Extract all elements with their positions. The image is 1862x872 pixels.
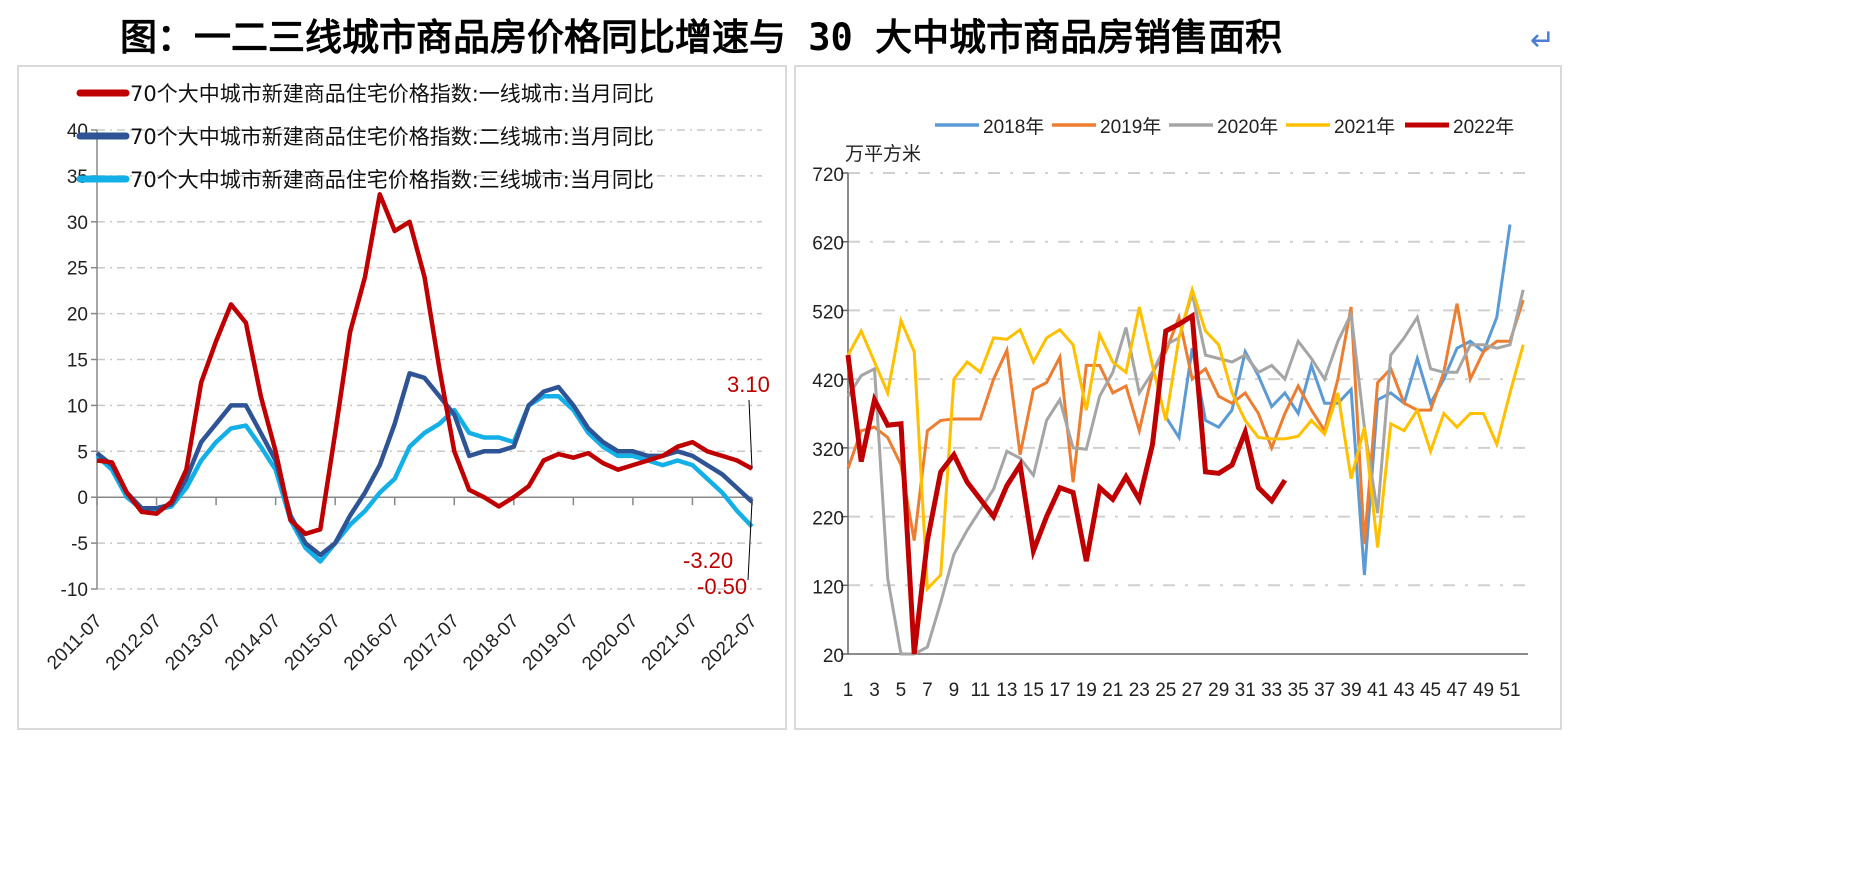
x-tick-label: 13: [996, 680, 1017, 701]
x-tick-label: 9: [949, 680, 960, 701]
annotation-tier2-value: -0.50: [697, 574, 747, 599]
x-tick-label: 5: [896, 680, 907, 701]
x-tick-label: 15: [1023, 680, 1044, 701]
legend-label-y2021: 2021年: [1334, 116, 1395, 138]
legend-label-y2022: 2022年: [1453, 116, 1514, 138]
y-tick-label: 5: [77, 442, 88, 463]
x-tick-label: 11: [971, 680, 991, 701]
x-tick-label: 49: [1473, 680, 1494, 701]
legend-label-tier3: 70个大中城市新建商品住宅价格指数:三线城市:当月同比: [130, 168, 654, 192]
x-tick-label: 39: [1341, 680, 1362, 701]
annotation-leader: [747, 501, 753, 581]
y-tick-label: 20: [823, 646, 844, 667]
annotation-tier3-value: -3.20: [683, 548, 733, 573]
legend-label-y2019: 2019年: [1100, 116, 1161, 138]
x-tick-label: 33: [1261, 680, 1282, 701]
series-line-y2021: [846, 284, 1525, 593]
y-tick-label: 720: [812, 165, 844, 186]
y-tick-label: 120: [812, 577, 844, 598]
y-tick-label: 220: [812, 509, 844, 530]
series-line-tier3: [95, 393, 754, 564]
series-line-tier2: [95, 371, 754, 558]
series-line-y2022: [845, 311, 1288, 655]
x-tick-label: 29: [1208, 680, 1229, 701]
legend-label-y2020: 2020年: [1217, 116, 1278, 138]
y-tick-label: 10: [67, 396, 88, 417]
y-tick-label: -5: [71, 534, 88, 555]
y-tick-label: 20: [67, 305, 88, 326]
y-tick-label: 0: [77, 488, 88, 509]
series-line-y2019: [846, 299, 1525, 545]
y-axis-unit: 万平方米: [845, 143, 921, 165]
x-tick-label: 17: [1049, 680, 1070, 701]
legend-label-tier1: 70个大中城市新建商品住宅价格指数:一线城市:当月同比: [130, 82, 654, 106]
figure-title: 图：一二三线城市商品房价格同比增速与 30 大中城市商品房销售面积: [120, 16, 1282, 59]
legend-label-y2018: 2018年: [983, 116, 1044, 138]
y-tick-label: 30: [67, 213, 88, 234]
x-tick-label: 47: [1446, 680, 1467, 701]
x-tick-label: 3: [869, 680, 880, 701]
series-line-y2018: [1164, 224, 1512, 576]
annotation-leader: [748, 399, 753, 469]
y-tick-label: 420: [812, 371, 844, 392]
x-tick-label: 41: [1367, 680, 1388, 701]
y-tick-label: 25: [67, 259, 88, 280]
x-tick-label: 23: [1129, 680, 1150, 701]
y-tick-label: 620: [812, 234, 844, 255]
x-tick-label: 1: [843, 680, 854, 701]
y-tick-label: 520: [812, 302, 844, 323]
x-tick-label: 7: [922, 680, 933, 701]
y-tick-label: -10: [61, 580, 88, 601]
x-tick-label: 45: [1420, 680, 1441, 701]
x-tick-label: 31: [1235, 680, 1256, 701]
x-tick-label: 27: [1182, 680, 1203, 701]
y-tick-label: 15: [67, 351, 88, 372]
x-tick-label: 25: [1155, 680, 1176, 701]
x-tick-label: 37: [1314, 680, 1335, 701]
x-tick-label: 43: [1394, 680, 1415, 701]
x-tick-label: 19: [1076, 680, 1097, 701]
y-tick-label: 320: [812, 440, 844, 461]
annotation-tier1-value: 3.10: [727, 372, 770, 397]
series-line-tier1: [96, 192, 754, 537]
x-tick-label: 21: [1102, 680, 1123, 701]
legend-label-tier2: 70个大中城市新建商品住宅价格指数:二线城市:当月同比: [130, 125, 654, 149]
right-chart-panel: [794, 65, 1562, 730]
return-mark-icon: ↵: [1530, 23, 1555, 58]
x-tick-label: 35: [1288, 680, 1309, 701]
x-tick-label: 51: [1499, 680, 1520, 701]
